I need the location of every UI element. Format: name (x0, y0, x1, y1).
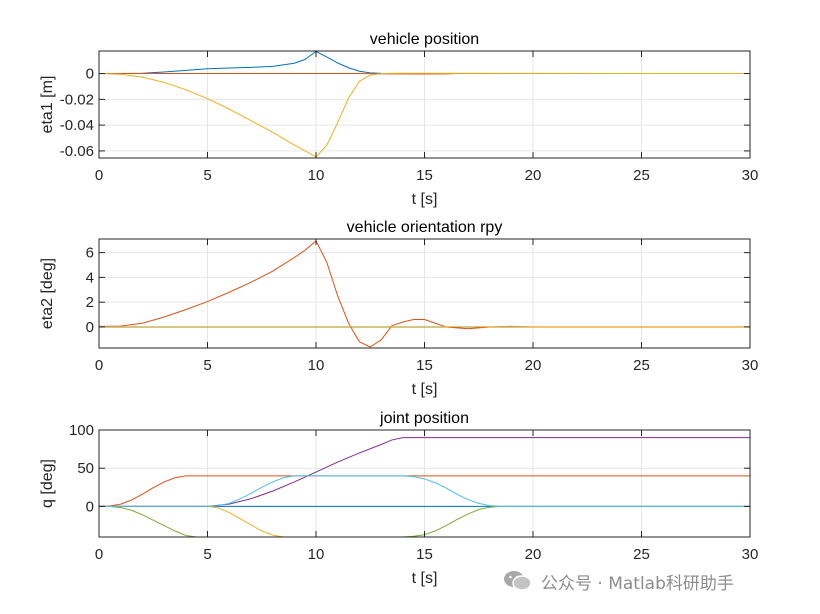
series-line-4 (99, 437, 750, 507)
y-tick-label: 100 (69, 422, 94, 439)
x-axis-label: t [s] (412, 381, 438, 398)
y-tick-label: -0.06 (60, 143, 94, 160)
x-tick-label: 0 (95, 357, 103, 374)
x-tick-label: 0 (95, 167, 103, 184)
y-tick-label: 0 (86, 319, 94, 336)
x-tick-label: 10 (308, 546, 325, 563)
x-tick-label: 30 (742, 357, 759, 374)
series-line-2 (98, 475, 750, 507)
wechat-icon (503, 569, 533, 593)
y-axis-label: q [deg] (39, 459, 56, 508)
x-tick-label: 30 (742, 167, 759, 184)
x-tick-label: 5 (203, 357, 211, 374)
y-axis-label: eta2 [deg] (39, 258, 56, 329)
x-tick-label: 25 (633, 546, 650, 563)
chart-title: vehicle position (370, 31, 479, 48)
x-tick-label: 10 (308, 167, 325, 184)
x-tick-label: 5 (203, 546, 211, 563)
y-tick-label: 6 (86, 245, 94, 262)
chart-title: vehicle orientation rpy (347, 219, 503, 236)
x-tick-label: 20 (525, 167, 542, 184)
axes-1: 0 5 10 15 20 25 30 0 -0.02 -0.04 -0.06 vehicle posi… (39, 31, 758, 208)
x-axis-label: t [s] (412, 191, 438, 208)
axes-3: 0 5 10 15 20 25 30 100 50 0 joint position t [s] q [… (39, 410, 758, 587)
x-tick-label: 5 (203, 167, 211, 184)
x-tick-label: 25 (633, 357, 650, 374)
x-tick-label: 15 (416, 357, 433, 374)
watermark: 公众号 · Matlab科研助手 (503, 566, 734, 596)
x-tick-label: 20 (525, 357, 542, 374)
y-tick-label: -0.02 (60, 91, 94, 108)
chart-title: joint position (379, 410, 469, 427)
x-tick-label: 0 (95, 546, 103, 563)
y-tick-label: 0 (86, 498, 94, 515)
watermark-text: 公众号 · Matlab科研助手 (541, 573, 734, 594)
series-line-6 (99, 475, 750, 507)
x-tick-label: 20 (525, 546, 542, 563)
y-tick-label: 50 (77, 460, 94, 477)
x-tick-label: 30 (742, 546, 759, 563)
series-line-3 (98, 72, 751, 158)
series-line-2 (98, 240, 750, 348)
y-tick-label: -0.04 (60, 117, 94, 134)
y-tick-label: 0 (86, 66, 94, 83)
x-axis-label: t [s] (412, 570, 438, 587)
x-tick-label: 15 (416, 546, 433, 563)
y-tick-label: 2 (86, 294, 94, 311)
x-tick-label: 15 (416, 167, 433, 184)
x-tick-label: 10 (308, 357, 325, 374)
y-axis-label: eta1 [m] (39, 76, 56, 134)
y-tick-label: 4 (86, 269, 94, 286)
x-tick-label: 25 (633, 167, 650, 184)
